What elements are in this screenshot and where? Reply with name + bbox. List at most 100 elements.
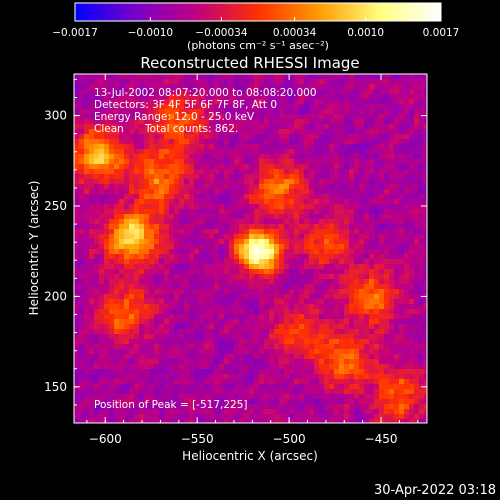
image-pixel bbox=[299, 219, 305, 225]
image-pixel bbox=[99, 419, 105, 423]
image-pixel bbox=[184, 309, 190, 315]
image-pixel bbox=[219, 389, 225, 395]
image-pixel bbox=[269, 399, 275, 405]
image-pixel bbox=[364, 74, 370, 80]
image-pixel bbox=[374, 374, 380, 380]
image-pixel bbox=[209, 179, 215, 185]
image-pixel bbox=[214, 369, 220, 375]
image-pixel bbox=[389, 369, 395, 375]
image-pixel bbox=[274, 209, 280, 215]
image-pixel bbox=[114, 189, 120, 195]
image-pixel bbox=[99, 234, 105, 240]
image-pixel bbox=[84, 279, 90, 285]
image-pixel bbox=[89, 84, 95, 90]
image-pixel bbox=[354, 394, 360, 400]
image-pixel bbox=[164, 74, 170, 80]
image-pixel bbox=[319, 219, 325, 225]
image-pixel bbox=[89, 169, 95, 175]
image-pixel bbox=[409, 304, 415, 310]
image-pixel bbox=[379, 339, 385, 345]
image-pixel bbox=[394, 359, 400, 365]
image-pixel bbox=[249, 344, 255, 350]
image-pixel bbox=[159, 399, 165, 405]
image-pixel bbox=[219, 229, 225, 235]
image-pixel bbox=[134, 194, 140, 200]
image-pixel bbox=[239, 74, 245, 80]
image-pixel bbox=[279, 209, 285, 215]
image-pixel bbox=[114, 274, 120, 280]
image-pixel bbox=[214, 399, 220, 405]
image-pixel bbox=[289, 189, 295, 195]
image-pixel bbox=[159, 144, 165, 150]
image-pixel bbox=[359, 409, 365, 415]
image-pixel bbox=[359, 389, 365, 395]
image-pixel bbox=[304, 419, 310, 423]
image-pixel bbox=[159, 349, 165, 355]
image-pixel bbox=[219, 84, 225, 90]
image-pixel bbox=[279, 339, 285, 345]
image-pixel bbox=[244, 234, 250, 240]
image-pixel bbox=[179, 189, 185, 195]
image-pixel bbox=[394, 109, 400, 115]
image-pixel bbox=[144, 99, 150, 105]
image-pixel bbox=[89, 199, 95, 205]
image-pixel bbox=[334, 114, 340, 120]
image-pixel bbox=[329, 79, 335, 85]
image-pixel bbox=[74, 249, 80, 255]
image-pixel bbox=[219, 299, 225, 305]
image-pixel bbox=[144, 314, 150, 320]
image-pixel bbox=[229, 214, 235, 220]
image-pixel bbox=[254, 169, 260, 175]
image-pixel bbox=[249, 299, 255, 305]
image-pixel bbox=[129, 259, 135, 265]
image-pixel bbox=[94, 209, 100, 215]
image-pixel bbox=[119, 104, 125, 110]
image-pixel bbox=[184, 149, 190, 155]
image-pixel bbox=[359, 159, 365, 165]
image-pixel bbox=[264, 414, 270, 420]
image-pixel bbox=[389, 419, 395, 423]
image-pixel bbox=[289, 369, 295, 375]
image-pixel bbox=[284, 129, 290, 135]
image-pixel bbox=[374, 264, 380, 270]
image-pixel bbox=[149, 184, 155, 190]
image-pixel bbox=[119, 149, 125, 155]
image-pixel bbox=[324, 324, 330, 330]
image-pixel bbox=[344, 74, 350, 80]
image-pixel bbox=[334, 309, 340, 315]
image-pixel bbox=[349, 359, 355, 365]
image-pixel bbox=[269, 309, 275, 315]
image-pixel bbox=[199, 119, 205, 125]
image-pixel bbox=[244, 369, 250, 375]
image-pixel bbox=[174, 314, 180, 320]
image-pixel bbox=[79, 134, 85, 140]
image-pixel bbox=[104, 339, 110, 345]
image-pixel bbox=[399, 289, 405, 295]
image-pixel bbox=[364, 124, 370, 130]
image-pixel bbox=[269, 324, 275, 330]
image-pixel bbox=[359, 359, 365, 365]
image-pixel bbox=[119, 194, 125, 200]
image-pixel bbox=[299, 169, 305, 175]
image-pixel bbox=[224, 184, 230, 190]
image-pixel bbox=[139, 79, 145, 85]
image-pixel bbox=[174, 249, 180, 255]
image-pixel bbox=[394, 124, 400, 130]
image-pixel bbox=[424, 104, 427, 110]
image-pixel bbox=[154, 289, 160, 295]
image-pixel bbox=[124, 119, 130, 125]
image-pixel bbox=[389, 314, 395, 320]
image-pixel bbox=[359, 144, 365, 150]
image-pixel bbox=[404, 334, 410, 340]
image-pixel bbox=[324, 374, 330, 380]
image-pixel bbox=[84, 204, 90, 210]
image-pixel bbox=[109, 169, 115, 175]
image-pixel bbox=[214, 199, 220, 205]
image-pixel bbox=[269, 149, 275, 155]
image-pixel bbox=[299, 234, 305, 240]
image-pixel bbox=[404, 84, 410, 90]
image-pixel bbox=[209, 324, 215, 330]
image-pixel bbox=[409, 314, 415, 320]
image-pixel bbox=[299, 284, 305, 290]
image-pixel bbox=[174, 399, 180, 405]
